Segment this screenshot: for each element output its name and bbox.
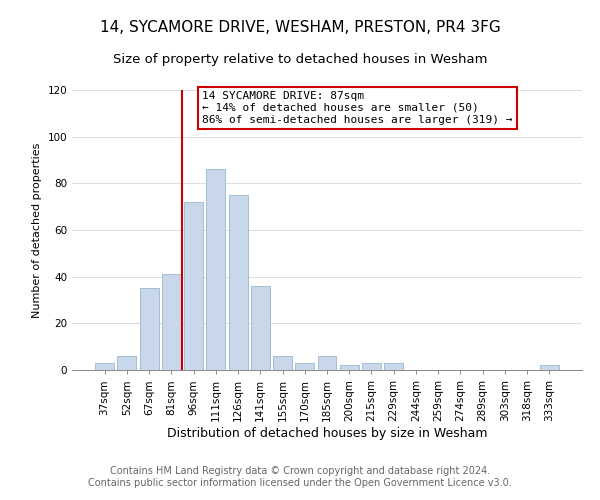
Bar <box>229 195 248 370</box>
Bar <box>362 363 381 370</box>
Bar <box>273 356 292 370</box>
Bar <box>184 202 203 370</box>
Bar <box>340 366 359 370</box>
Text: 14, SYCAMORE DRIVE, WESHAM, PRESTON, PR4 3FG: 14, SYCAMORE DRIVE, WESHAM, PRESTON, PR4… <box>100 20 500 35</box>
Text: 14 SYCAMORE DRIVE: 87sqm
← 14% of detached houses are smaller (50)
86% of semi-d: 14 SYCAMORE DRIVE: 87sqm ← 14% of detach… <box>202 92 512 124</box>
Bar <box>540 366 559 370</box>
Bar <box>140 288 158 370</box>
X-axis label: Distribution of detached houses by size in Wesham: Distribution of detached houses by size … <box>167 426 487 440</box>
Bar <box>162 274 181 370</box>
Bar <box>384 363 403 370</box>
Bar <box>206 170 225 370</box>
Y-axis label: Number of detached properties: Number of detached properties <box>32 142 42 318</box>
Bar <box>95 363 114 370</box>
Bar <box>251 286 270 370</box>
Bar <box>295 363 314 370</box>
Text: Size of property relative to detached houses in Wesham: Size of property relative to detached ho… <box>113 52 487 66</box>
Bar <box>118 356 136 370</box>
Bar <box>317 356 337 370</box>
Text: Contains HM Land Registry data © Crown copyright and database right 2024.
Contai: Contains HM Land Registry data © Crown c… <box>88 466 512 487</box>
